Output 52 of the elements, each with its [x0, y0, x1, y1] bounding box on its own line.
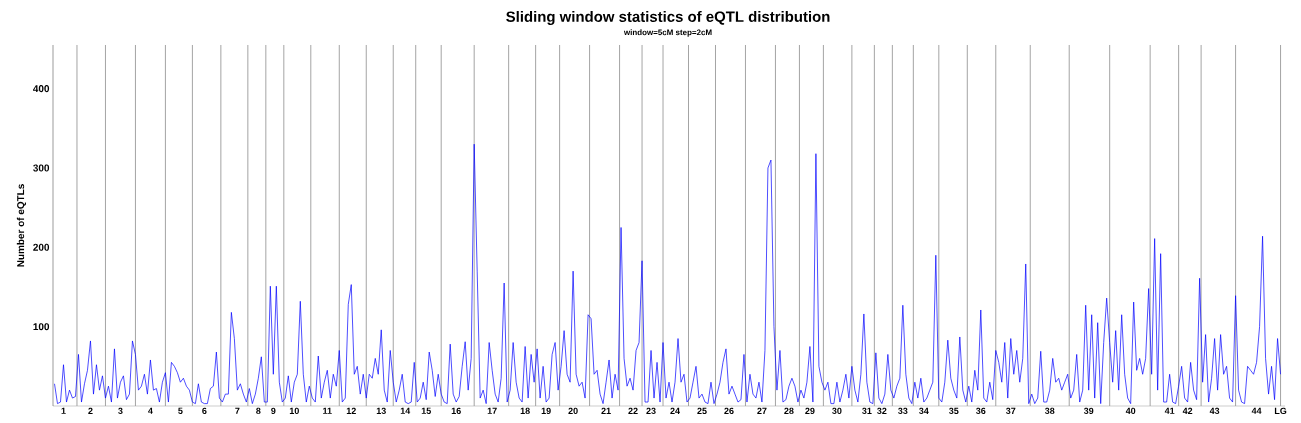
x-tick-label: 39	[1083, 407, 1094, 415]
x-tick-label: 31	[862, 407, 872, 415]
x-tick-label: LG	[1274, 407, 1287, 415]
x-tick-label: 20	[568, 407, 578, 415]
x-tick-label: 32	[877, 407, 887, 415]
x-tick-label: 3	[118, 407, 123, 415]
x-tick-label: 29	[805, 407, 815, 415]
x-tick-label: 36	[976, 407, 986, 415]
x-tick-label: 5	[178, 407, 183, 414]
x-tick-label: 37	[1005, 407, 1016, 415]
y-tick-label: 300	[33, 164, 50, 172]
x-tick-label: 24	[670, 407, 680, 414]
x-tick-label: 4	[148, 407, 153, 414]
x-tick-label: 12	[346, 407, 356, 414]
x-tick-label: 19	[541, 407, 551, 415]
x-tick-label: 40	[1125, 407, 1136, 415]
x-tick-label: 7	[235, 407, 240, 414]
x-tick-label: 34	[919, 407, 929, 415]
x-tick-label: 8	[256, 407, 261, 415]
x-tick-label: 27	[757, 407, 767, 414]
y-axis-title: Number of eQTLs	[16, 184, 27, 267]
x-tick-label: 11	[323, 407, 332, 414]
x-tick-label: 38	[1044, 407, 1055, 415]
x-tick-label: 44	[1251, 407, 1262, 414]
x-tick-label: 9	[271, 407, 276, 415]
x-tick-label: 33	[898, 407, 908, 415]
x-tick-label: 2	[88, 407, 93, 414]
x-tick-label: 30	[832, 407, 842, 415]
x-tick-label: 22	[628, 407, 638, 414]
x-tick-label: 23	[646, 407, 656, 415]
x-tick-label: 41	[1164, 407, 1175, 414]
x-tick-label: 10	[289, 407, 299, 415]
x-tick-label: 16	[451, 407, 461, 415]
x-tick-label: 13	[376, 407, 386, 415]
y-tick-label: 200	[33, 243, 50, 251]
x-tick-label: 21	[601, 407, 611, 414]
chart-title: Sliding window statistics of eQTL distribution	[506, 11, 830, 25]
y-tick-label: 100	[33, 323, 50, 331]
x-tick-label: 1	[61, 407, 66, 414]
x-tick-label: 35	[949, 407, 959, 415]
x-tick-label: 6	[202, 407, 207, 415]
x-tick-label: 28	[784, 407, 794, 415]
x-tick-label: 18	[520, 407, 530, 415]
x-tick-label: 25	[697, 407, 707, 415]
line-series	[54, 143, 1281, 404]
x-tick-label: 17	[487, 407, 497, 414]
x-tick-label: 43	[1209, 407, 1220, 415]
y-tick-label: 400	[33, 85, 50, 93]
x-tick-label: 26	[724, 407, 734, 415]
x-tick-label: 15	[421, 407, 431, 414]
x-tick-label: 42	[1182, 407, 1193, 414]
x-tick-label: 14	[400, 407, 411, 414]
